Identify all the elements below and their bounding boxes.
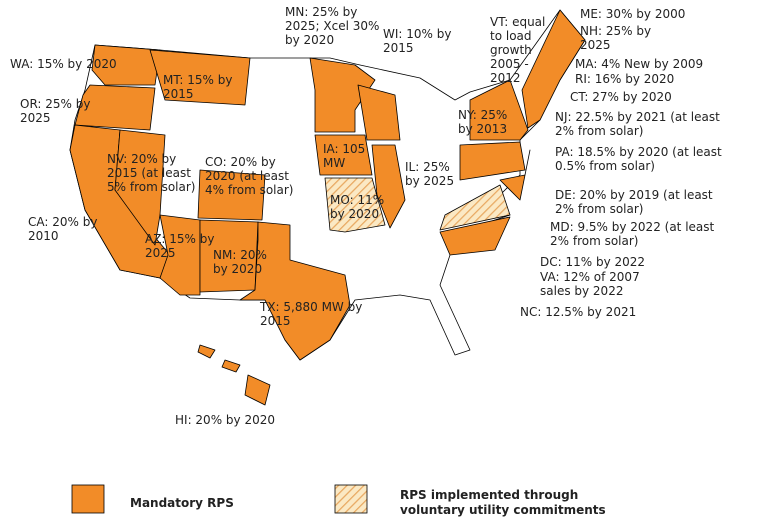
legend-label: Mandatory RPS	[130, 496, 234, 510]
state-mt	[149, 49, 251, 106]
state-label: PA: 18.5% by 2020 (at least 0.5% from so…	[555, 145, 722, 173]
legend-swatch-mandatory	[71, 484, 105, 514]
state-nc	[439, 216, 511, 256]
state-label: NV: 20% by 2015 (at least 5% from solar)	[107, 152, 196, 194]
state-label: VT: equal to load growth 2005 - 2012	[490, 15, 546, 85]
state-label: RI: 16% by 2020	[575, 72, 675, 86]
state-label: DE: 20% by 2019 (at least 2% from solar)	[555, 188, 713, 216]
state-new-england	[521, 9, 586, 129]
state-mo	[324, 177, 386, 233]
state-mn	[309, 57, 376, 133]
state-wi	[357, 84, 401, 141]
state-va	[439, 184, 511, 231]
state-label: NC: 12.5% by 2021	[520, 305, 637, 319]
state-hi	[244, 374, 271, 406]
state-hi	[221, 359, 241, 373]
state-md-de-nj	[499, 149, 531, 201]
state-label: NM: 20% by 2020	[213, 248, 267, 276]
state-or	[74, 84, 156, 131]
state-hi	[197, 344, 216, 359]
state-pa	[459, 141, 526, 181]
state-label: NH: 25% by 2025	[580, 24, 652, 52]
state-label: WI: 10% by 2015	[383, 27, 452, 55]
state-co	[197, 169, 266, 221]
state-label: IA: 105 MW	[323, 142, 366, 170]
state-nv	[114, 129, 166, 246]
state-label: TX: 5,880 MW by 2015	[260, 300, 363, 328]
state-label: DC: 11% by 2022	[540, 255, 646, 269]
state-label: CO: 20% by 2020 (at least 4% from solar)	[205, 155, 294, 197]
state-label: MT: 15% by 2015	[163, 73, 233, 101]
state-label: MN: 25% by 2025; Xcel 30% by 2020	[285, 5, 380, 47]
state-il	[371, 144, 406, 229]
state-label: MD: 9.5% by 2022 (at least 2% from solar…	[550, 220, 715, 248]
state-label: NY: 25% by 2013	[458, 108, 508, 136]
state-wa	[91, 44, 161, 86]
state-ny	[469, 79, 529, 141]
state-label: NJ: 22.5% by 2021 (at least 2% from sola…	[555, 110, 720, 138]
state-label: HI: 20% by 2020	[175, 413, 275, 427]
state-label: CA: 20% by 2010	[28, 215, 98, 243]
state-label: MO: 11% by 2020	[330, 193, 385, 221]
state-ia	[314, 134, 373, 176]
state-label: AZ: 15% by 2025	[145, 232, 215, 260]
state-label: MA: 4% New by 2009	[575, 57, 704, 71]
state-label: CT: 27% by 2020	[570, 90, 672, 104]
state-label: ME: 30% by 2000	[580, 7, 686, 21]
state-label: VA: 12% of 2007 sales by 2022	[540, 270, 640, 298]
state-label: WA: 15% by 2020	[10, 57, 117, 71]
state-label: IL: 25% by 2025	[405, 160, 455, 188]
state-label: OR: 25% by 2025	[20, 97, 91, 125]
legend-swatch-voluntary	[334, 484, 368, 514]
state-tx	[239, 221, 351, 361]
legend-label: RPS implemented through voluntary utilit…	[400, 488, 606, 517]
